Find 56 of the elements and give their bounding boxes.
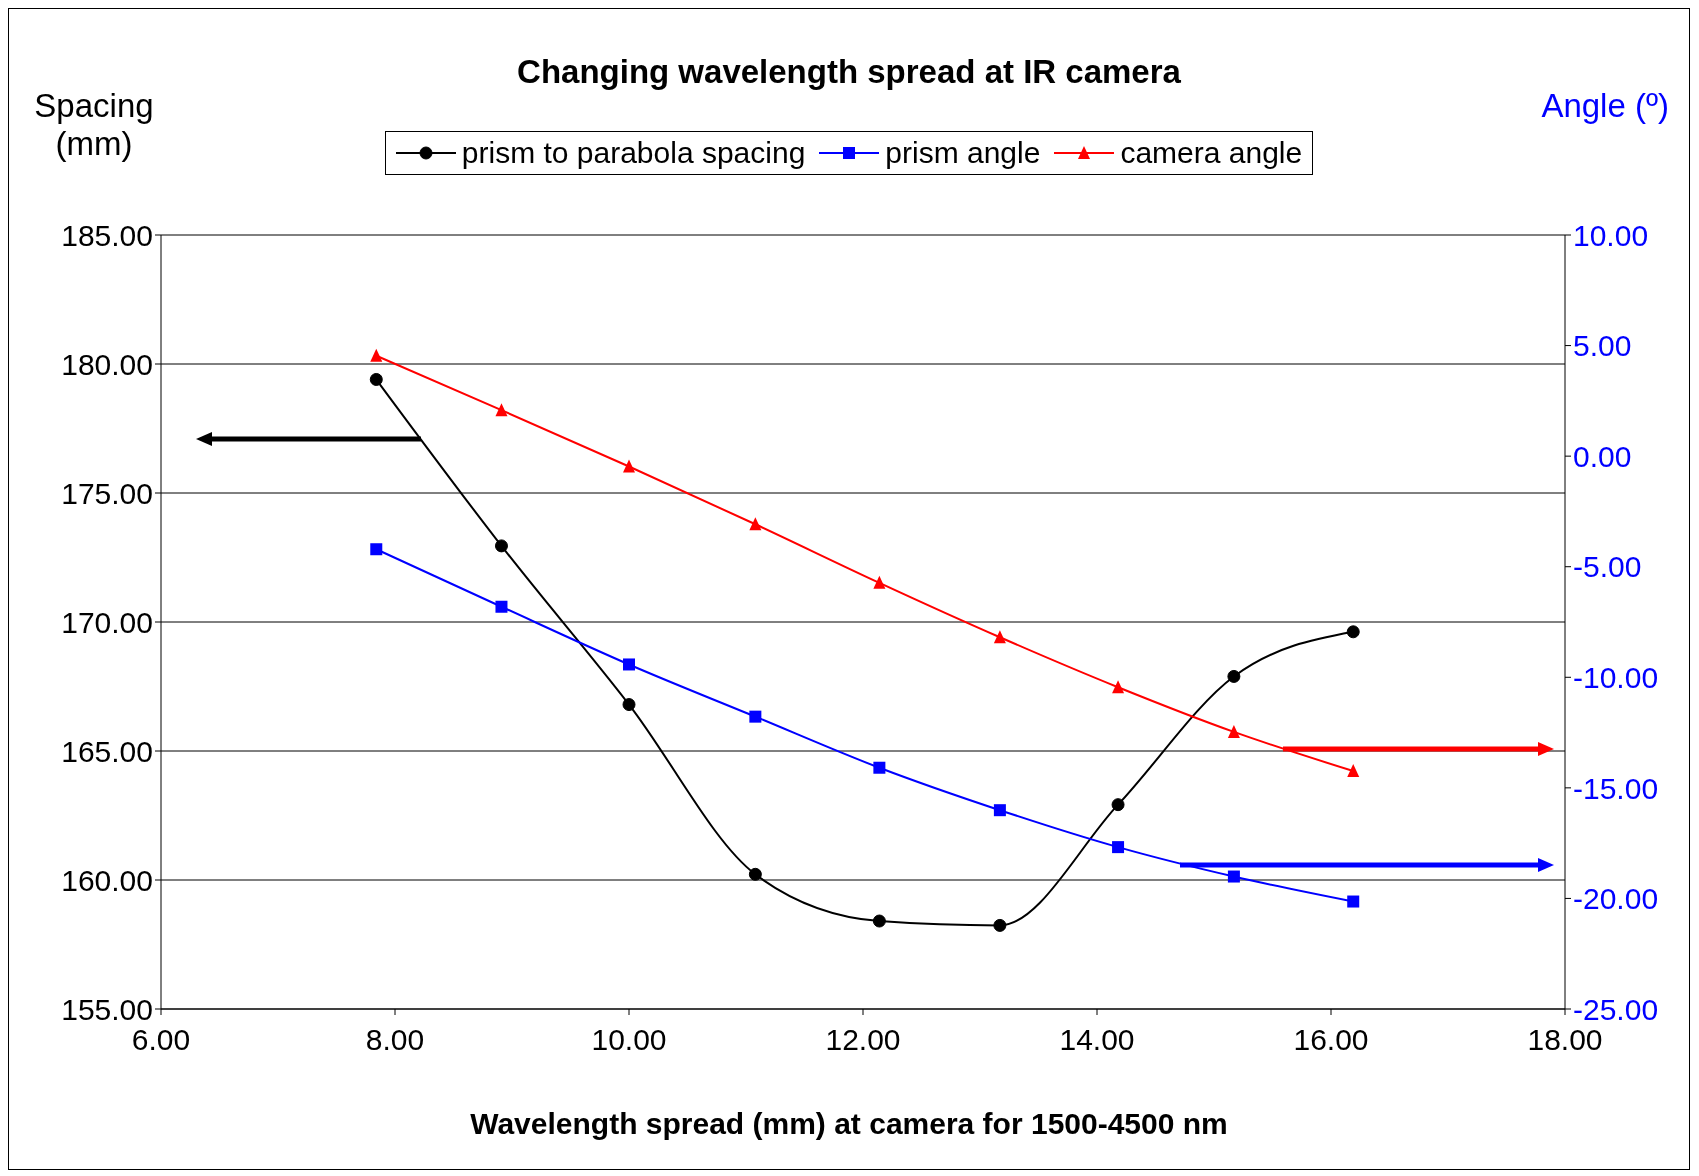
point [495, 403, 508, 417]
point [623, 459, 635, 473]
y2-tick-label: 10.00 [1573, 218, 1649, 252]
point [622, 698, 636, 712]
x-tick-label: 16.00 [1293, 1023, 1369, 1057]
y2-tick-label: 0.00 [1573, 439, 1632, 473]
legend-label: prism to parabola spacing [461, 136, 806, 170]
point [1227, 669, 1241, 683]
point [1346, 625, 1360, 639]
y2-tick-label: -15.00 [1573, 771, 1659, 805]
point [370, 543, 383, 556]
x-tick-label: 12.00 [825, 1023, 901, 1057]
y-tick-label: 165.00 [61, 734, 153, 768]
y2-tick-label: -5.00 [1573, 550, 1642, 584]
point [369, 372, 383, 386]
point [993, 918, 1007, 932]
y2-tick-label: -10.00 [1573, 660, 1659, 694]
point [873, 761, 886, 774]
point [749, 517, 762, 531]
x-tick-label: 10.00 [591, 1023, 667, 1057]
point [749, 710, 762, 723]
x-tick-label: 6.00 [131, 1023, 191, 1057]
point [873, 575, 886, 589]
point [1227, 724, 1240, 738]
x-tick-label: 8.00 [365, 1023, 425, 1057]
y-tick-label: 170.00 [61, 605, 153, 639]
y-axis-title: Spacing (mm) [33, 87, 155, 163]
y2-tick-label: 5.00 [1573, 329, 1632, 363]
point [370, 348, 383, 362]
point [495, 600, 508, 613]
y2-axis-title: Angle (º) [1541, 87, 1669, 125]
point [1111, 798, 1125, 812]
y-tick-label: 175.00 [61, 476, 153, 510]
point [1227, 870, 1240, 883]
point [1112, 841, 1125, 854]
legend-label: camera angle [1120, 136, 1303, 170]
point [494, 539, 508, 553]
legend-label: prism angle [885, 136, 1041, 170]
chart-title: Changing wavelength spread at IR camera [517, 53, 1181, 90]
x-tick-label: 14.00 [1059, 1023, 1135, 1057]
point [748, 867, 762, 881]
point [1347, 895, 1360, 908]
y-tick-label: 155.00 [61, 992, 153, 1026]
point [1347, 764, 1360, 778]
point [1112, 680, 1125, 694]
point [623, 658, 635, 671]
point [872, 914, 886, 928]
y-tick-label: 185.00 [61, 218, 153, 252]
y2-tick-label: -20.00 [1573, 882, 1659, 916]
point [993, 804, 1006, 817]
x-axis-title: Wavelength spread (mm) at camera for 1500-4500 nm [469, 1107, 1229, 1141]
y-tick-label: 160.00 [61, 863, 153, 897]
x-tick-label: 18.00 [1527, 1023, 1603, 1057]
point [993, 630, 1006, 644]
y-tick-label: 180.00 [61, 347, 153, 381]
y2-tick-label: -25.00 [1573, 992, 1659, 1026]
